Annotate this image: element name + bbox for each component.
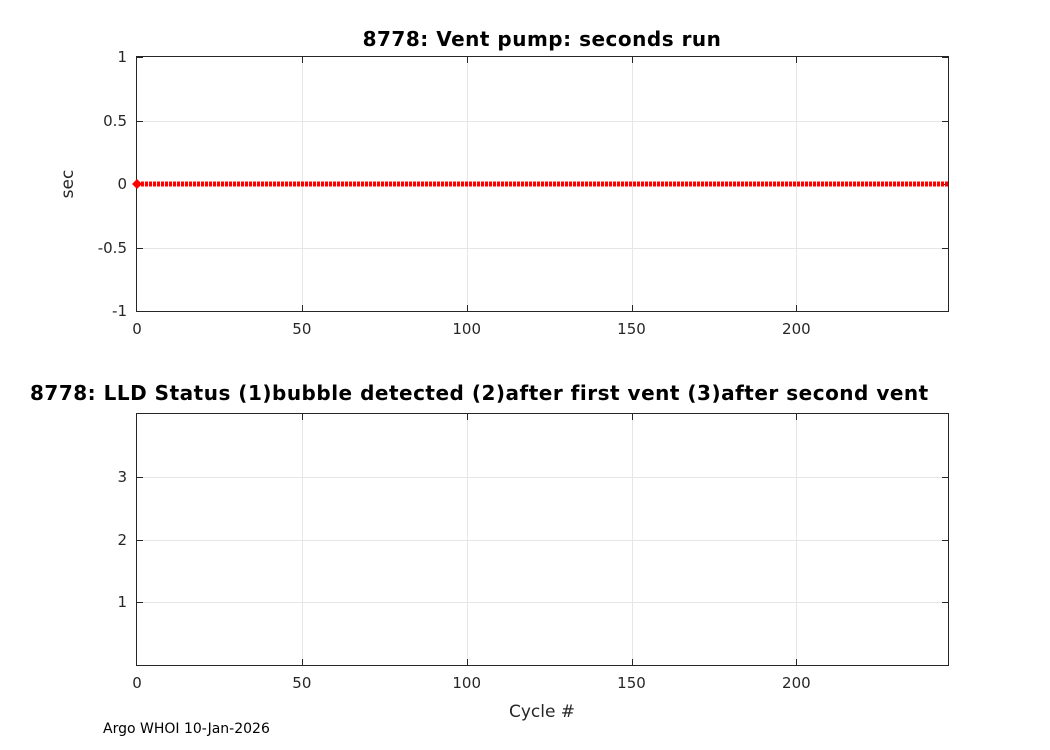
x-tick-mark <box>301 57 303 63</box>
x-tick-label: 50 <box>292 674 312 692</box>
y-tick-mark <box>137 311 143 312</box>
plot1-title: 8778: Vent pump: seconds run <box>362 27 722 51</box>
x-tick-label: 100 <box>452 674 481 692</box>
y-tick-label: 1 <box>117 48 127 66</box>
y-tick-mark <box>942 311 948 312</box>
x-tick-label: 0 <box>132 320 142 338</box>
x-tick-mark <box>301 414 303 420</box>
x-tick-label: 200 <box>782 674 811 692</box>
y-tick-mark <box>942 57 948 58</box>
y-gridline <box>137 247 948 249</box>
y-tick-label: -1 <box>112 302 127 320</box>
x-tick-label: 150 <box>617 320 646 338</box>
plot2-axes <box>136 413 949 666</box>
y-tick-mark <box>137 247 143 249</box>
x-tick-mark <box>466 57 468 63</box>
x-tick-mark <box>301 659 303 665</box>
y-gridline <box>137 539 948 541</box>
x-tick-mark <box>796 57 798 63</box>
y-tick-label: 1 <box>117 593 127 612</box>
y-tick-label: -0.5 <box>97 238 127 257</box>
x-tick-label: 0 <box>132 674 142 692</box>
x-tick-label: 150 <box>617 674 646 692</box>
x-tick-mark <box>631 414 633 420</box>
x-tick-mark <box>631 659 633 665</box>
x-tick-mark <box>301 305 303 311</box>
y-tick-mark <box>942 247 948 249</box>
y-gridline <box>137 602 948 604</box>
x-tick-mark <box>631 57 633 63</box>
y-gridline <box>137 476 948 478</box>
series-marker-line <box>137 181 948 187</box>
footer-text: Argo WHOI 10-Jan-2026 <box>103 721 270 737</box>
x-tick-label: 100 <box>452 320 481 338</box>
x-tick-label: 200 <box>782 320 811 338</box>
y-tick-mark <box>942 539 948 541</box>
x-tick-mark <box>466 414 468 420</box>
x-tick-mark <box>466 659 468 665</box>
plot2-xlabel: Cycle # <box>508 702 576 722</box>
y-tick-mark <box>137 476 143 478</box>
y-tick-mark <box>137 539 143 541</box>
x-tick-mark <box>631 305 633 311</box>
x-tick-mark <box>466 305 468 311</box>
y-tick-label: 0 <box>117 175 127 193</box>
x-tick-mark <box>796 414 798 420</box>
y-tick-label: 2 <box>117 530 127 549</box>
y-tick-mark <box>942 602 948 604</box>
x-tick-mark <box>796 659 798 665</box>
x-tick-mark <box>796 305 798 311</box>
y-tick-mark <box>137 57 143 58</box>
y-tick-mark <box>137 120 143 122</box>
y-tick-mark <box>942 120 948 122</box>
y-tick-label: 0.5 <box>103 111 127 130</box>
plot1-axes <box>132 56 949 312</box>
y-gridline <box>137 120 948 122</box>
y-tick-label: 3 <box>117 467 127 486</box>
y-tick-mark <box>137 602 143 604</box>
x-tick-label: 50 <box>292 320 312 338</box>
y-tick-mark <box>942 476 948 478</box>
plot2-title: 8778: LLD Status (1)bubble detected (2)a… <box>30 381 929 405</box>
